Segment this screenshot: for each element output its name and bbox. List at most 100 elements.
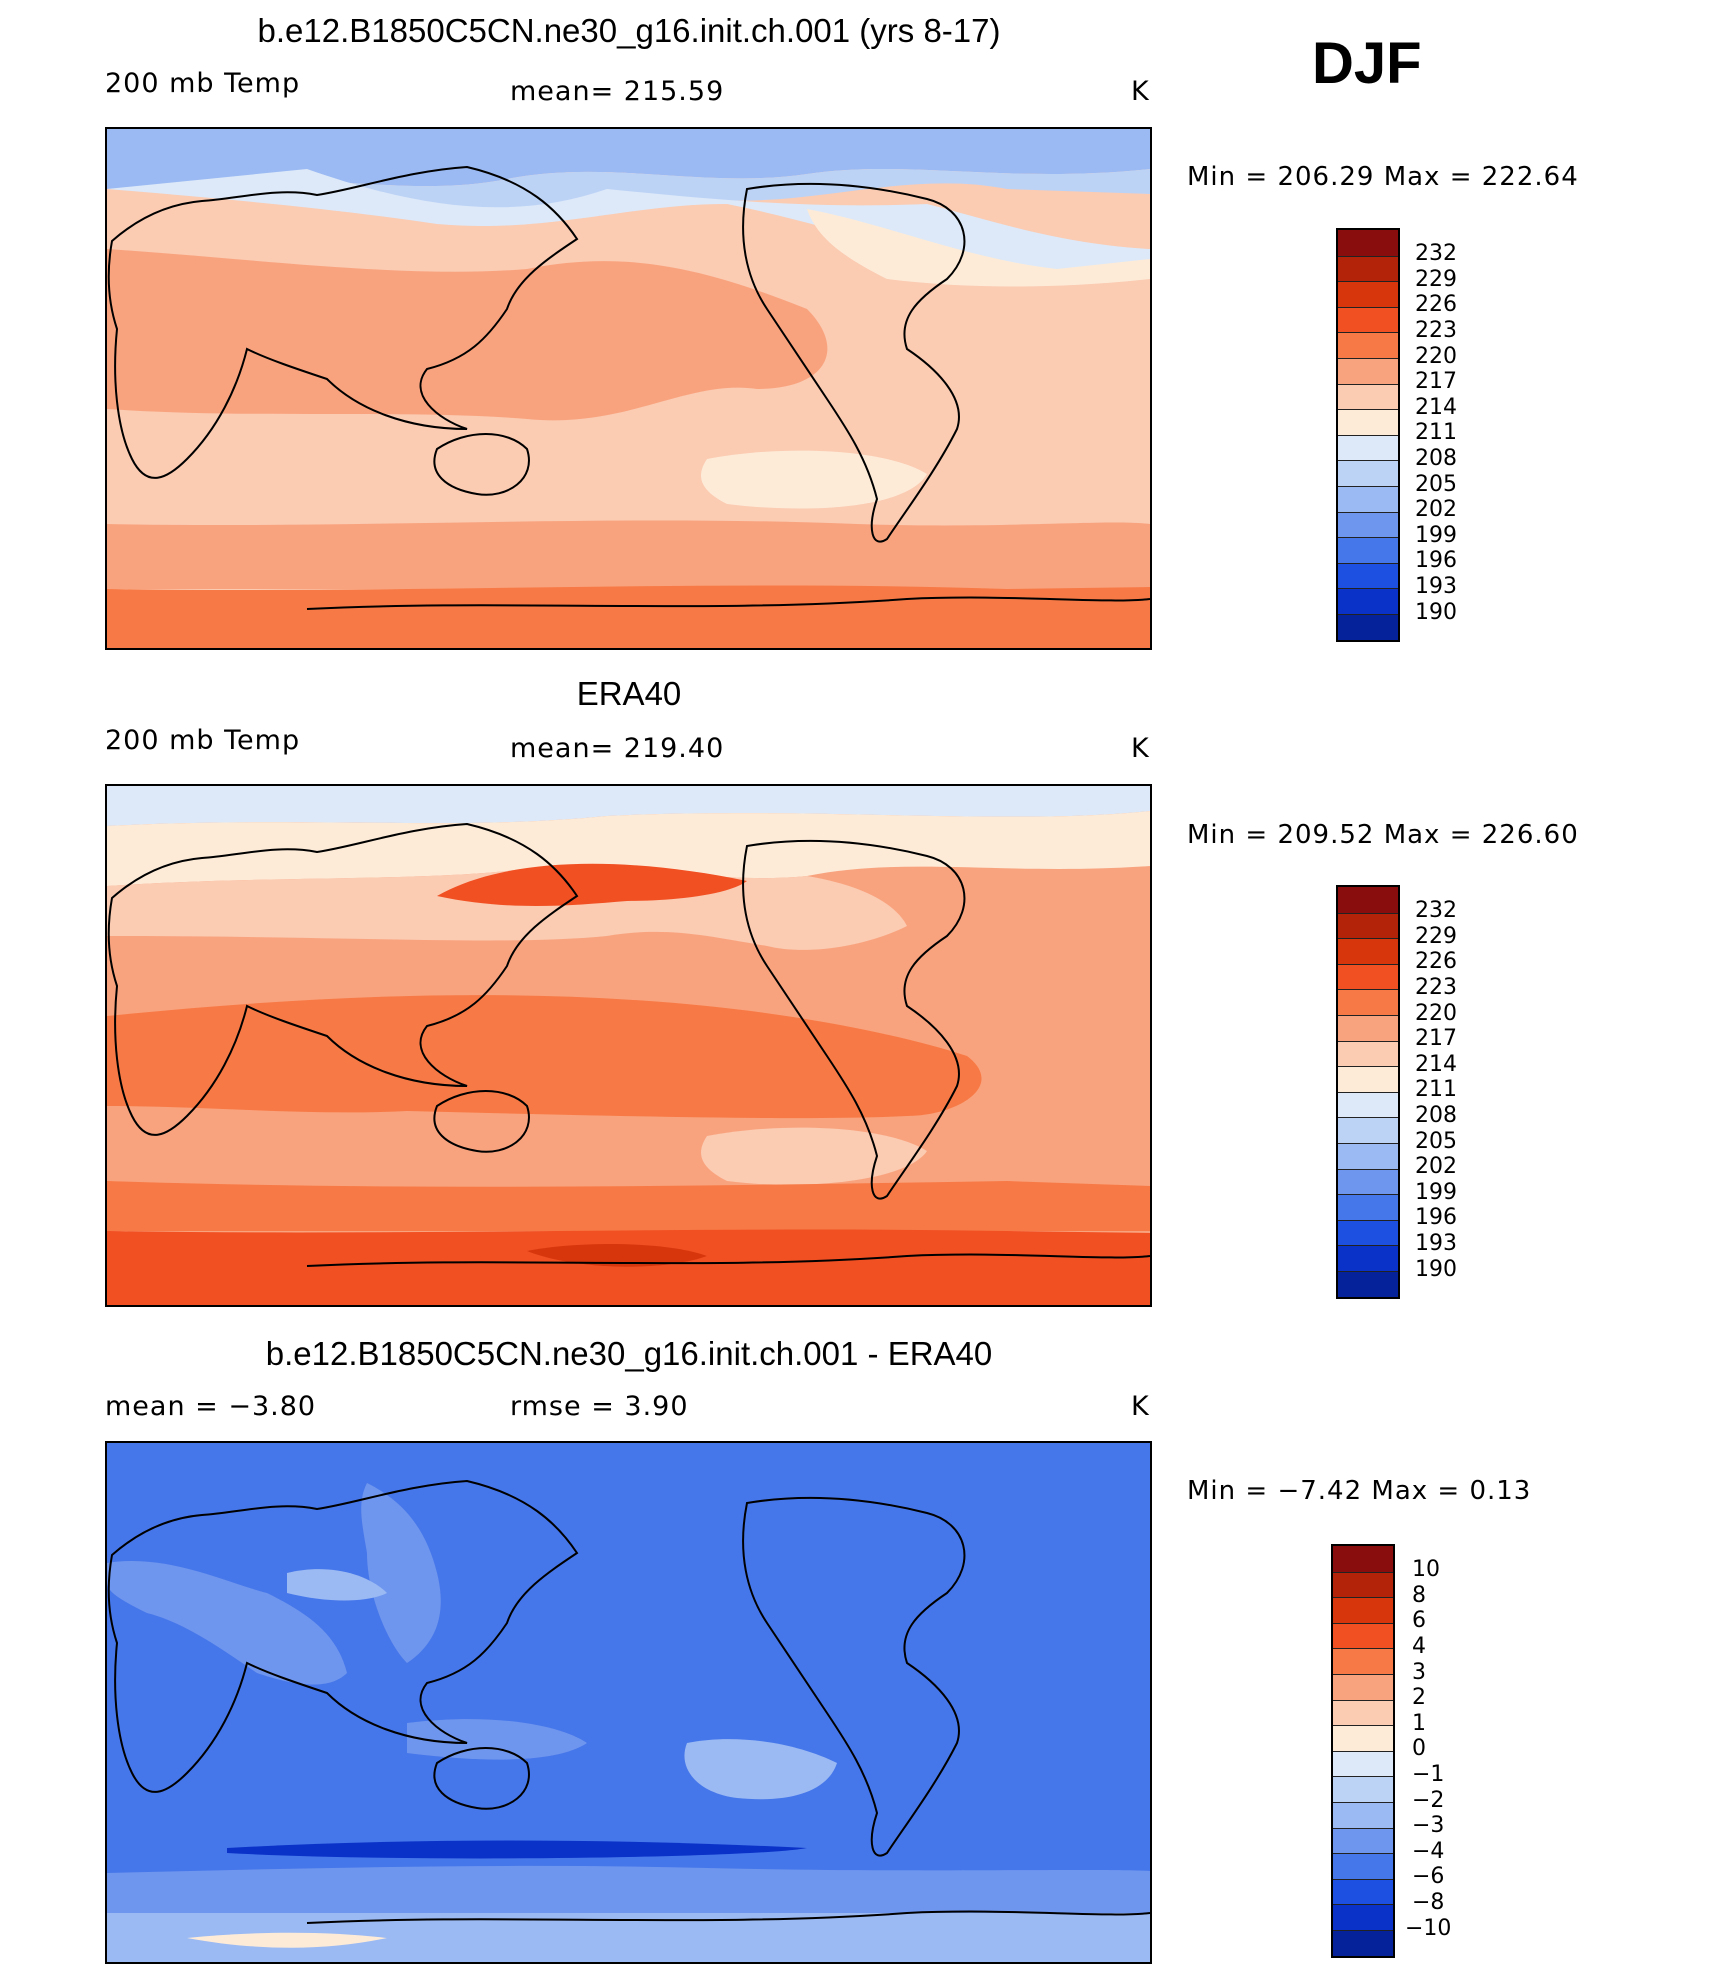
colorbar-swatch: [1338, 887, 1398, 913]
panel-2-coast-antarctica: [306, 1253, 1150, 1267]
colorbar-swatch: [1338, 938, 1398, 964]
colorbar-swatch: [1338, 306, 1398, 333]
panel-3-colorbar-tick: −8: [1412, 1890, 1445, 1915]
panel-3-title: b.e12.B1850C5CN.ne30_g16.init.ch.001 - E…: [265, 1335, 993, 1372]
panel-3-field-antarctic: [107, 1913, 1150, 1962]
colorbar-swatch: [1333, 1929, 1393, 1956]
panel-3-min-max: Min = −7.42 Max = 0.13: [1187, 1476, 1532, 1506]
colorbar-swatch: [1333, 1673, 1393, 1700]
panel-1-colorbar-tick: 214: [1415, 395, 1457, 420]
colorbar-swatch: [1333, 1750, 1393, 1777]
panel-1-field-tropical-band: [107, 249, 828, 421]
panel-3-field-asia-light: [287, 1569, 387, 1601]
panel-3-colorbar-tick: 2: [1412, 1685, 1426, 1710]
panel-2-field-antarctic-max: [527, 1244, 707, 1267]
colorbar-swatch: [1338, 1168, 1398, 1195]
panel-1-map-svg: [107, 129, 1150, 648]
colorbar-swatch: [1333, 1546, 1393, 1572]
colorbar-swatch: [1338, 989, 1398, 1015]
panel-1-colorbar-tick: 229: [1415, 267, 1457, 292]
panel-3-field-southern-min: [227, 1840, 807, 1859]
panel-2-colorbar-tick: 208: [1415, 1103, 1457, 1128]
colorbar-swatch: [1333, 1904, 1393, 1930]
panel-3-units: K: [1131, 1391, 1150, 1422]
panel-1-coast-antarctica: [306, 596, 1150, 610]
panel-2-variable-label: 200 mb Temp: [105, 725, 301, 756]
panel-2-field-pale-south: [701, 1127, 927, 1185]
panel-2-colorbar-tick: 202: [1415, 1154, 1457, 1179]
panel-3-field-southern-band: [107, 1865, 1150, 1913]
panel-3-colorbar-tick: −1: [1412, 1762, 1445, 1787]
colorbar-swatch: [1333, 1827, 1393, 1854]
panel-3-mean: mean = −3.80: [105, 1391, 317, 1422]
colorbar-swatch: [1338, 562, 1398, 589]
panel-1-colorbar-tick: 205: [1415, 472, 1457, 497]
panel-1-colorbar-tick: 193: [1415, 574, 1457, 599]
panel-2-map: [105, 784, 1152, 1307]
panel-1-field-cream-north: [807, 209, 1150, 287]
colorbar-swatch: [1338, 963, 1398, 990]
colorbar-swatch: [1338, 255, 1398, 282]
panel-2-field-tropical-band: [107, 995, 982, 1119]
panel-3-coast-antarctica: [306, 1910, 1150, 1924]
panel-1-variable-label: 200 mb Temp: [105, 68, 301, 99]
colorbar-swatch: [1338, 511, 1398, 538]
panel-2-min-max: Min = 209.52 Max = 226.60: [1187, 820, 1579, 850]
panel-1-coast-americas: [742, 182, 966, 543]
panel-1-colorbar-tick: 199: [1415, 523, 1457, 548]
panel-3-coastlines: [107, 1479, 1150, 1924]
panel-2-field-southern-band: [107, 1181, 1150, 1231]
colorbar-swatch: [1338, 1014, 1398, 1041]
colorbar-swatch: [1338, 357, 1398, 384]
colorbar-swatch: [1333, 1853, 1393, 1879]
colorbar-swatch: [1333, 1878, 1393, 1905]
panel-3-colorbar-tick: −4: [1412, 1839, 1445, 1864]
panel-2-coast-eurasia-africa: [107, 822, 579, 1136]
colorbar-swatch: [1333, 1725, 1393, 1751]
panel-3-coast-australia: [433, 1747, 530, 1810]
panel-1-colorbar-tick: 202: [1415, 497, 1457, 522]
panel-3-colorbar-tick: −10: [1405, 1916, 1452, 1941]
panel-1-map: [105, 127, 1152, 650]
panel-3-colorbar-tick: 1: [1412, 1711, 1426, 1736]
panel-3-coast-americas: [742, 1496, 966, 1857]
panel-2-field-pacific-max: [437, 863, 747, 906]
panel-1-colorbar-tick: 211: [1415, 420, 1457, 445]
season-label: DJF: [1312, 31, 1422, 96]
panel-2-title: ERA40: [576, 675, 682, 712]
panel-2-coast-australia: [433, 1090, 530, 1153]
panel-1-field-light-blue: [107, 169, 1150, 279]
panel-1-field-subarctic: [107, 169, 1150, 211]
colorbar-swatch: [1338, 434, 1398, 461]
panel-3-field-indian: [407, 1719, 587, 1760]
panel-3-field-pacific-pale: [684, 1739, 837, 1800]
colorbar-swatch: [1338, 1194, 1398, 1220]
panel-1-colorbar-tick: 232: [1415, 241, 1457, 266]
panel-2-colorbar-tick: 220: [1415, 1001, 1457, 1026]
panel-1-colorbar-tick: 220: [1415, 344, 1457, 369]
panel-2-field-arctic: [107, 786, 1150, 826]
panel-2-colorbar-tick: 223: [1415, 975, 1457, 1000]
panel-3-field-asia: [361, 1483, 441, 1663]
panel-2-mean: mean= 219.40: [510, 733, 725, 764]
panel-2-colorbar-tick: 226: [1415, 949, 1457, 974]
colorbar-swatch: [1338, 1117, 1398, 1143]
panel-1-colorbar-tick: 208: [1415, 446, 1457, 471]
colorbar-swatch: [1338, 537, 1398, 563]
colorbar-swatch: [1333, 1801, 1393, 1828]
panel-1-field-arctic: [107, 129, 1150, 189]
panel-1-colorbar: [1336, 228, 1400, 642]
colorbar-swatch: [1338, 460, 1398, 486]
panel-1-colorbar-tick: 226: [1415, 292, 1457, 317]
panel-3-colorbar-tick: −3: [1412, 1813, 1445, 1838]
panel-3-colorbar-tick: 8: [1412, 1583, 1426, 1608]
colorbar-swatch: [1333, 1648, 1393, 1674]
panel-1-field-antarctic: [107, 585, 1150, 648]
colorbar-swatch: [1333, 1622, 1393, 1649]
colorbar-swatch: [1338, 1066, 1398, 1092]
panel-2-colorbar-tick: 229: [1415, 924, 1457, 949]
panel-1-colorbar-tick: 190: [1415, 600, 1457, 625]
panel-1-coast-eurasia-africa: [107, 165, 579, 479]
colorbar-swatch: [1338, 1091, 1398, 1118]
panel-3-colorbar-tick: 0: [1412, 1736, 1426, 1761]
